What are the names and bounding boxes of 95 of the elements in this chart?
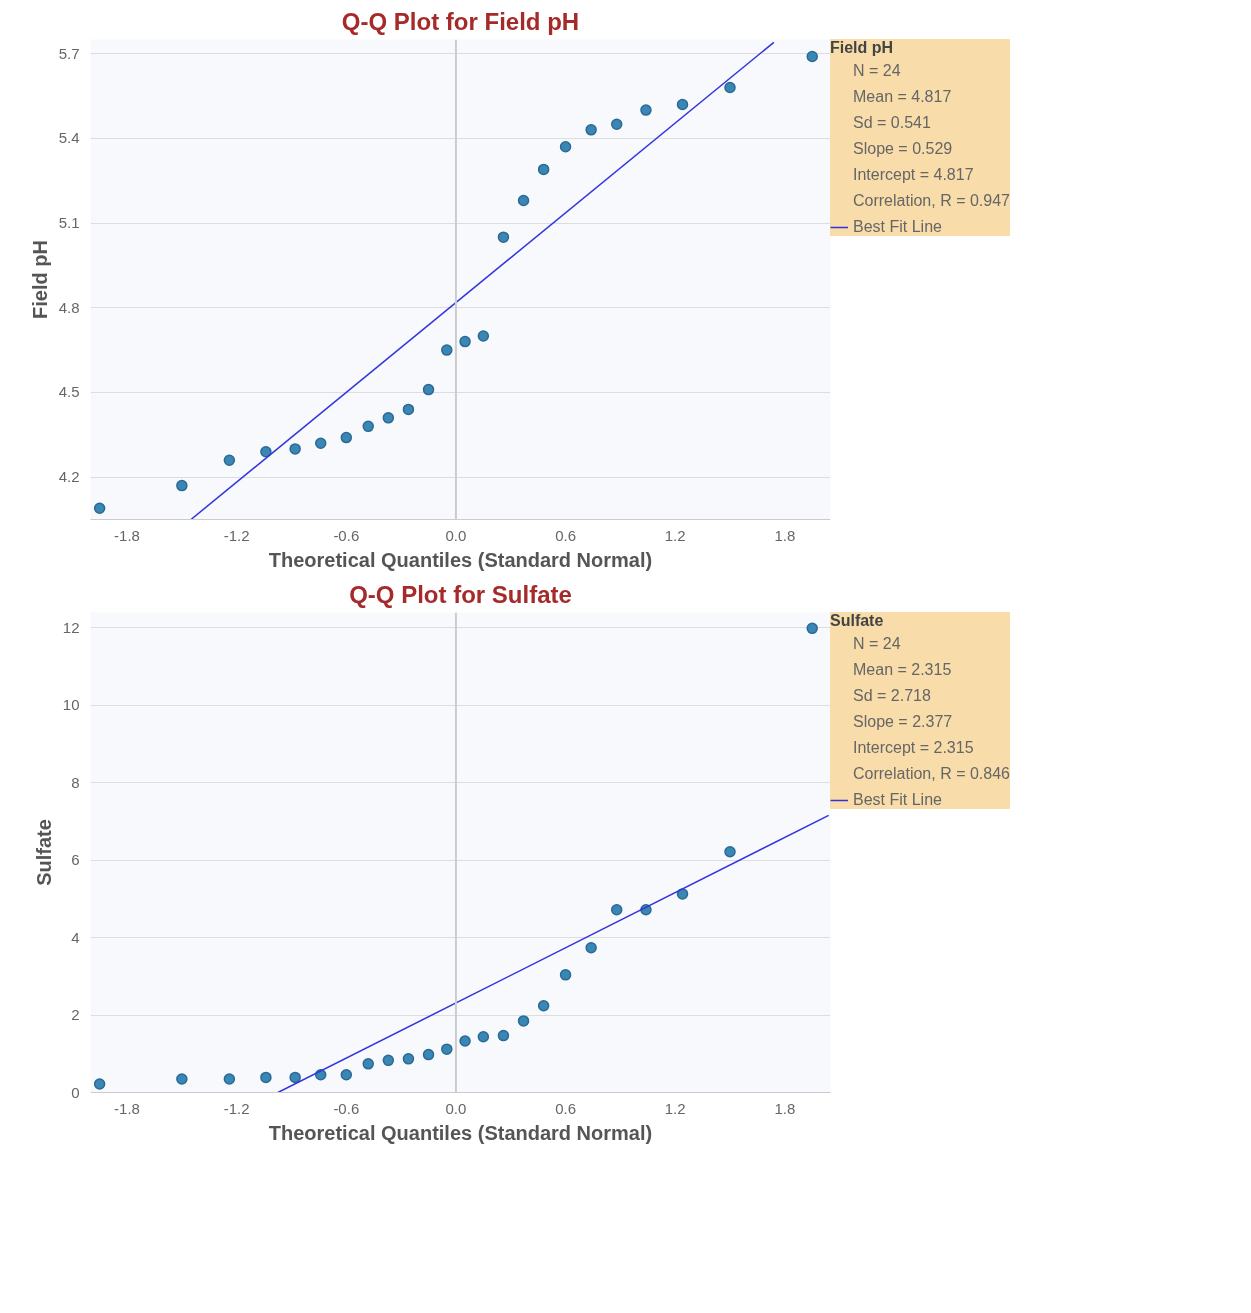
y-tick-label: 5.4 xyxy=(58,129,80,147)
point xyxy=(724,81,736,94)
point xyxy=(362,1058,374,1070)
x-tick-label: -1.8 xyxy=(114,526,140,544)
x-tick-label: 1.2 xyxy=(664,526,686,544)
point xyxy=(724,845,736,858)
y-tick-label: 5.7 xyxy=(58,44,80,62)
y-tick-label: 8 xyxy=(71,773,80,791)
point xyxy=(517,1015,530,1027)
x-tick-label: 1.2 xyxy=(664,1099,686,1117)
x-tick-label: 0.0 xyxy=(445,526,467,544)
point xyxy=(402,1053,415,1065)
point xyxy=(362,420,374,433)
point xyxy=(477,330,490,342)
text: Mean = 2.315 xyxy=(853,661,952,679)
text: Slope = 0.529 xyxy=(853,140,953,158)
point xyxy=(537,163,550,176)
point xyxy=(497,1029,510,1042)
y-tick-label: 12 xyxy=(62,618,80,636)
point xyxy=(422,383,435,396)
point xyxy=(402,403,415,416)
point xyxy=(441,1043,453,1055)
point xyxy=(559,969,572,981)
legend-label: Best Fit Line xyxy=(853,218,942,236)
legend-label: Best Fit Line xyxy=(853,791,942,809)
point xyxy=(477,1031,490,1043)
x-tick-label: -1.2 xyxy=(223,526,250,544)
x-tick-label: -1.8 xyxy=(114,1099,140,1117)
text: Intercept = 4.817 xyxy=(853,166,974,184)
point xyxy=(497,231,510,243)
point xyxy=(806,50,818,63)
point xyxy=(260,1071,272,1084)
y-tick-label: 10 xyxy=(62,696,80,714)
x-tick-label: -0.6 xyxy=(333,526,360,544)
y-tick-label: 5.1 xyxy=(58,214,80,232)
point xyxy=(340,1068,353,1081)
chart-title: Q-Q Plot for Field pH xyxy=(341,7,580,35)
x-tick-label: 1.8 xyxy=(774,1099,796,1117)
x-axis-title: Theoretical Quantiles (Standard Normal) xyxy=(268,548,653,571)
y-tick-label: 4.5 xyxy=(58,383,80,401)
point xyxy=(223,1073,236,1085)
point xyxy=(441,344,453,356)
point xyxy=(610,904,623,916)
text: Correlation, R = 0.846 xyxy=(853,765,1010,783)
y-tick-label: 4.2 xyxy=(58,468,80,486)
text: Sd = 0.541 xyxy=(853,114,931,132)
y-tick-label: 6 xyxy=(71,851,80,869)
point xyxy=(422,1048,435,1061)
x-tick-label: 0.0 xyxy=(445,1099,467,1117)
y-tick-label: 4.8 xyxy=(58,298,80,316)
x-tick-label: 0.6 xyxy=(555,526,576,544)
y-axis-title: Sulfate xyxy=(32,819,55,886)
point xyxy=(223,454,236,466)
text: Mean = 4.817 xyxy=(853,88,952,106)
point xyxy=(93,502,106,514)
text: Slope = 2.377 xyxy=(853,713,953,731)
point xyxy=(260,446,272,458)
point xyxy=(289,443,301,455)
y-tick-label: 0 xyxy=(71,1083,80,1101)
point xyxy=(382,412,395,424)
x-axis-title: Theoretical Quantiles (Standard Normal) xyxy=(268,1121,653,1144)
point xyxy=(585,941,597,954)
point xyxy=(340,431,353,444)
point xyxy=(559,141,572,153)
chart-title: Q-Q Plot for Sulfate xyxy=(349,580,572,608)
text: Sd = 2.718 xyxy=(853,687,931,705)
point xyxy=(640,104,652,116)
point xyxy=(459,1035,471,1047)
x-tick-label: 1.8 xyxy=(774,526,796,544)
text: Intercept = 2.315 xyxy=(853,739,974,757)
x-tick-label: -1.2 xyxy=(223,1099,250,1117)
point xyxy=(314,437,327,449)
y-axis-title: Field pH xyxy=(28,240,51,319)
point xyxy=(585,124,597,136)
y-tick-label: 4 xyxy=(71,928,80,946)
point xyxy=(382,1054,395,1067)
point xyxy=(289,1071,301,1084)
annotation: Sulfate xyxy=(830,612,885,630)
point xyxy=(459,335,471,348)
point xyxy=(806,622,818,635)
point xyxy=(676,888,689,900)
y-tick-label: 2 xyxy=(71,1006,80,1024)
point xyxy=(610,118,623,130)
text: N = 24 xyxy=(853,62,901,80)
text: N = 24 xyxy=(853,635,901,653)
x-tick-label: 0.6 xyxy=(555,1099,576,1117)
point xyxy=(537,1000,550,1012)
point xyxy=(517,194,530,207)
point xyxy=(676,98,689,111)
x-tick-label: -0.6 xyxy=(333,1099,360,1117)
point xyxy=(93,1078,106,1090)
annotation: Field pH xyxy=(830,39,895,57)
text: Correlation, R = 0.947 xyxy=(853,192,1010,210)
point xyxy=(176,1073,188,1085)
point xyxy=(176,479,188,492)
